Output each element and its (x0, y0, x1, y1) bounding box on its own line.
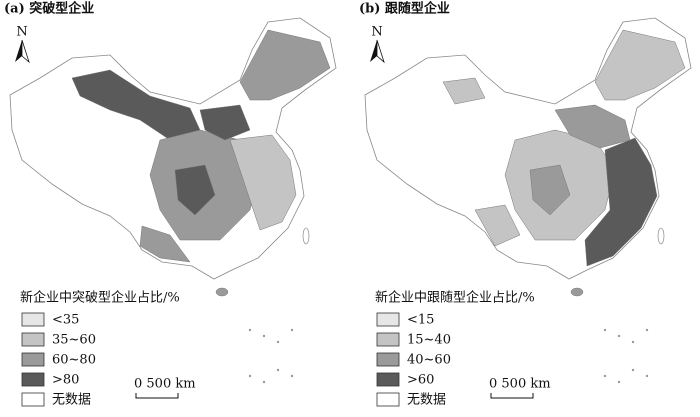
sea-island (262, 334, 266, 338)
legend-label: >60 (407, 373, 434, 388)
island (657, 227, 665, 245)
map-region (554, 104, 631, 149)
scale-label: 0 500 km (134, 377, 196, 392)
sea-island (290, 374, 294, 378)
map-region (474, 204, 521, 247)
legend-label: 无数据 (52, 393, 91, 408)
sea-island (617, 380, 621, 384)
map-region (199, 104, 251, 141)
legend-label: 无数据 (407, 393, 446, 408)
legend-label: 60~80 (52, 353, 96, 368)
legend-swatch (21, 352, 45, 367)
north-arrow (376, 39, 385, 64)
legend-swatch (376, 332, 400, 347)
sea-island (276, 340, 280, 344)
island (215, 287, 229, 297)
panel: (b) 跟随型企业 N 新企业中跟随型企业占比/% <15 15~40 40~60 >60 无… (359, 1, 692, 408)
island (570, 287, 584, 297)
sea-island (290, 328, 294, 332)
north-arrow (15, 40, 22, 62)
legend-label: 40~60 (407, 353, 451, 368)
sea-island (631, 340, 635, 344)
sea-island (603, 374, 607, 378)
north-label: N (16, 25, 27, 40)
sea-island (248, 374, 252, 378)
island (302, 227, 310, 245)
map-region (442, 77, 486, 105)
legend-swatch (21, 372, 45, 387)
legend-label: 35~60 (52, 333, 96, 348)
map-region (239, 29, 331, 101)
legend-swatch (21, 392, 45, 407)
legend-label: <35 (52, 313, 79, 328)
map-region (594, 29, 686, 101)
legend-title: 新企业中跟随型企业占比/% (375, 290, 535, 306)
map-region (174, 164, 216, 216)
north-arrow (370, 40, 377, 62)
sea-island (603, 328, 607, 332)
legend-label: >80 (52, 373, 79, 388)
panel-title: (a) 突破型企业 (4, 1, 94, 17)
map-region (529, 164, 571, 216)
map-region (584, 137, 658, 267)
legend-swatch (376, 352, 400, 367)
map-region (139, 225, 191, 263)
legend-label: <15 (407, 313, 434, 328)
legend-swatch (376, 392, 400, 407)
legend-swatch (21, 312, 45, 327)
legend-swatch (21, 332, 45, 347)
sea-island (617, 334, 621, 338)
sea-island (262, 380, 266, 384)
north-arrow (21, 39, 30, 64)
panel: (a) 突破型企业 N 新企业中突破型企业占比/% <35 35~60 60~80 >80 无… (4, 1, 337, 408)
sea-island (276, 368, 280, 372)
north-label: N (371, 25, 382, 40)
panel-title: (b) 跟随型企业 (359, 1, 450, 17)
map-region (229, 134, 297, 231)
legend-swatch (376, 372, 400, 387)
sea-island (645, 374, 649, 378)
scale-bar (490, 393, 534, 399)
sea-island (248, 328, 252, 332)
sea-island (631, 368, 635, 372)
legend-label: 15~40 (407, 333, 451, 348)
legend-title: 新企业中突破型企业占比/% (20, 290, 180, 306)
legend-swatch (376, 312, 400, 327)
scale-label: 0 500 km (489, 377, 551, 392)
sea-island (645, 328, 649, 332)
scale-bar (135, 393, 179, 399)
